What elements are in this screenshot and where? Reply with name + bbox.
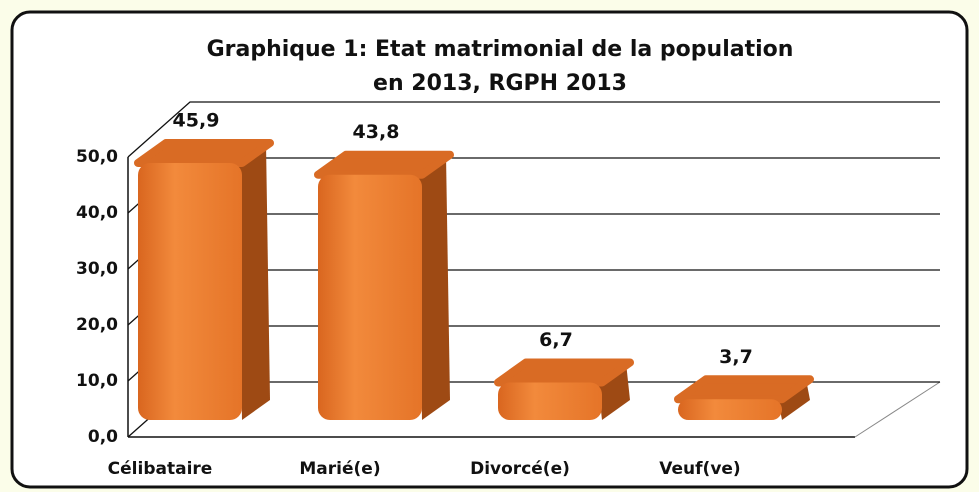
bar-front (318, 174, 422, 420)
bar-front (678, 399, 782, 420)
bar-front (498, 382, 602, 420)
plot-area: 0,0 10,0 20,0 30,0 40,0 50,0 Célibataire 45,9 Ma… (76, 101, 941, 479)
bar (674, 375, 814, 420)
bar-top (674, 375, 814, 404)
bar (494, 358, 634, 420)
value-label: 6,7 (539, 329, 573, 351)
y-tick-label: 0,0 (88, 427, 118, 447)
floor-edge (854, 381, 941, 438)
x-tick-label: Veuf(ve) (659, 459, 740, 479)
x-tick-label: Marié(e) (299, 459, 380, 479)
bar-side (238, 142, 270, 420)
bar (134, 138, 274, 420)
y-tick-label: 50,0 (76, 147, 118, 167)
bar-top (134, 138, 274, 167)
x-tick-label: Célibataire (108, 459, 213, 479)
bar-top (314, 150, 454, 179)
bar-top (494, 358, 634, 387)
y-tick-label: 10,0 (76, 371, 118, 391)
value-label: 3,7 (719, 346, 753, 368)
y-tick-label: 40,0 (76, 203, 118, 223)
bar-side (418, 154, 450, 420)
chart-title: Graphique 1: Etat matrimonial de la popu… (207, 37, 794, 62)
y-tick-label: 20,0 (76, 315, 118, 335)
value-label: 45,9 (173, 109, 220, 131)
chart-title: en 2013, RGPH 2013 (373, 71, 627, 96)
y-tick-label: 30,0 (76, 259, 118, 279)
bar (314, 150, 454, 420)
bar-front (138, 162, 242, 420)
grid-line (127, 101, 940, 158)
value-label: 43,8 (353, 121, 400, 143)
x-tick-label: Divorcé(e) (470, 459, 570, 479)
